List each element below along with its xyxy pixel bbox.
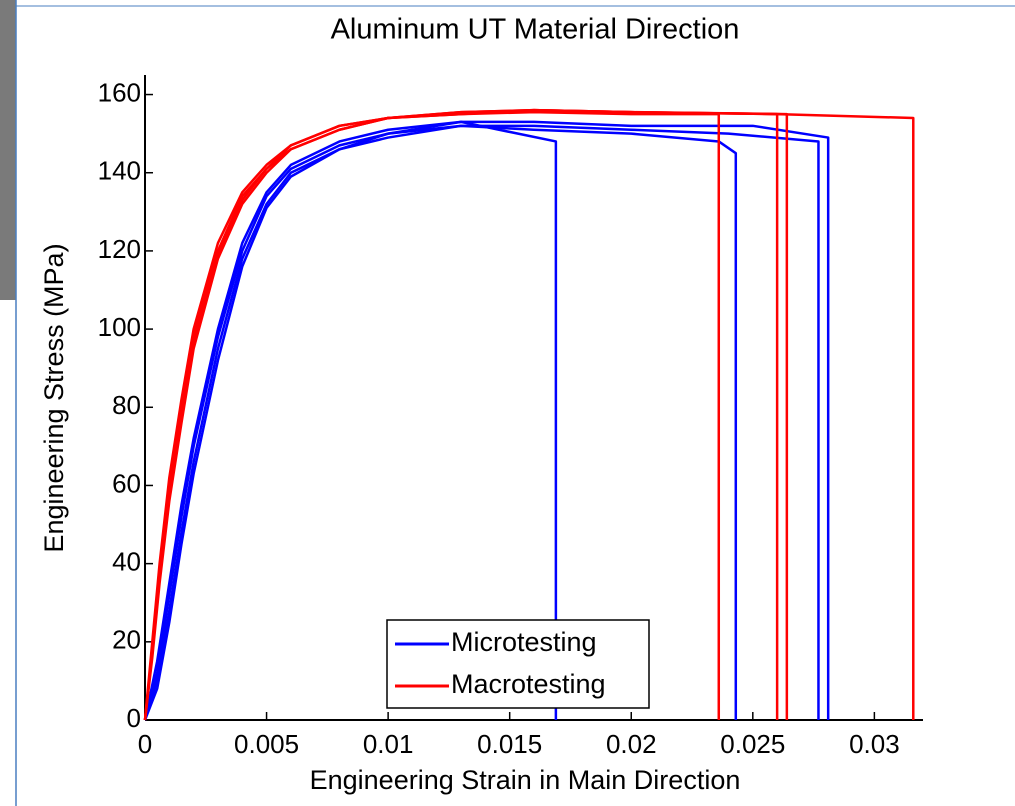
legend-label: Microtesting xyxy=(451,627,597,657)
x-tick-label: 0.02 xyxy=(606,729,657,759)
legend-box xyxy=(386,619,650,709)
data-line xyxy=(143,124,820,721)
x-tick-label: 0.01 xyxy=(363,729,414,759)
legend-label: Macrotesting xyxy=(451,669,606,699)
x-axis-label: Engineering Strain in Main Direction xyxy=(310,765,741,795)
y-tick-label: 80 xyxy=(112,390,141,420)
y-tick-label: 40 xyxy=(112,547,141,577)
legend: Microtesting Macrotesting xyxy=(386,619,650,709)
data-line xyxy=(143,120,830,721)
y-tick-label: 160 xyxy=(98,77,141,107)
y-tick-label: 60 xyxy=(112,468,141,498)
y-tick-label: 20 xyxy=(112,625,141,655)
data-line xyxy=(143,124,738,721)
x-tick-label: 0.025 xyxy=(720,729,785,759)
photo-strip xyxy=(0,0,16,300)
y-axis-label: Engineering Stress (MPa) xyxy=(39,243,69,552)
data-line xyxy=(143,108,915,721)
x-tick-label: 0.005 xyxy=(234,729,299,759)
y-tick-label: 120 xyxy=(98,234,141,264)
chart-title: Aluminum UT Material Direction xyxy=(331,14,740,46)
y-tick-label: 100 xyxy=(98,312,141,342)
x-tick-label: 0 xyxy=(138,729,152,759)
y-tick-label: 0 xyxy=(127,703,141,733)
y-tick-label: 140 xyxy=(98,156,141,186)
x-tick-label: 0.03 xyxy=(849,729,900,759)
x-tick-label: 0.015 xyxy=(477,729,542,759)
